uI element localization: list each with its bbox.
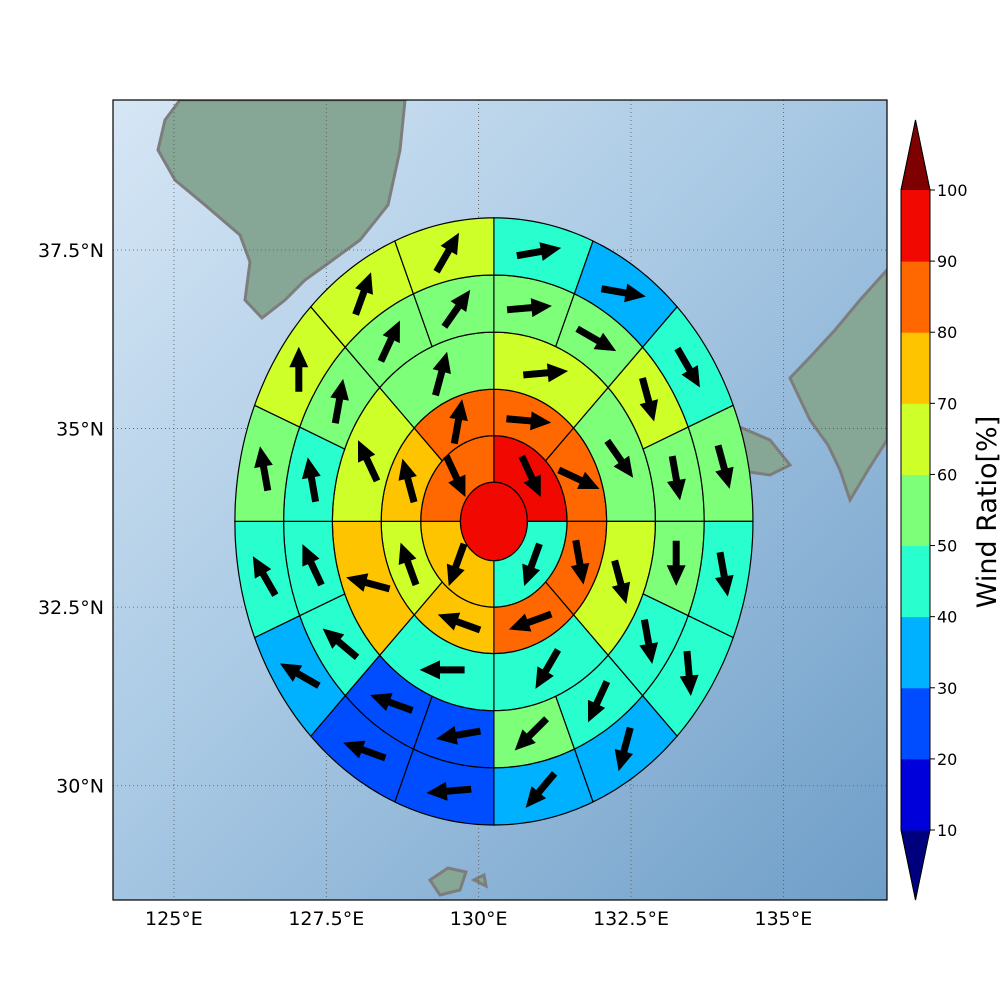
- wind-arrow-ring-4-9: [370, 693, 414, 714]
- wind-arrow-ring-4-2: [639, 377, 658, 422]
- latitude-axis: 30°N 32.5°N 35°N 37.5°N: [38, 240, 104, 798]
- wind-arrow-ring-5-9: [343, 740, 387, 762]
- wind-arrow-ring-5-3: [714, 444, 734, 489]
- wind-arrow-ring-5-1: [600, 283, 646, 303]
- colorbar-tick-label-2: 30: [937, 679, 957, 698]
- x-tick-label-4: 135°E: [755, 908, 813, 930]
- y-tick-label-0: 30°N: [56, 776, 104, 798]
- wind-arrow-ring-1-1: [522, 542, 543, 587]
- wind-arrow-ring-4-13: [330, 378, 349, 424]
- colorbar-tick-label-7: 80: [937, 323, 957, 342]
- colorbar: 10 20 30 40 50 60 70 80 90 100: [900, 119, 968, 901]
- wind-arrow-ring-1-0: [518, 454, 541, 498]
- colorbar-tick-label-8: 90: [937, 252, 957, 271]
- wind-arrow-ring-3-1: [604, 438, 634, 478]
- wind-arrow-ring-4-10: [322, 628, 360, 661]
- y-tick-label-3: 37.5°N: [38, 240, 104, 262]
- wind-arrow-ring-4-11: [302, 544, 325, 587]
- colorbar-band-1: [901, 687, 930, 760]
- wind-arrow-ring-1-3: [443, 454, 466, 498]
- wind-arrow-ring-3-4: [419, 660, 465, 680]
- wind-arrow-ring-2-6: [398, 458, 418, 504]
- wind-arrow-ring-5-11: [252, 556, 279, 597]
- colorbar-label: Wind Ratio[%]: [972, 416, 1000, 608]
- colorbar-band-6: [901, 332, 930, 404]
- korea-landmass: [156, 100, 407, 321]
- wind-arrow-ring-5-2: [674, 346, 700, 388]
- x-tick-label-0: 125°E: [145, 908, 203, 930]
- honshu-landmass: [788, 267, 887, 504]
- wind-arrow-ring-3-2: [611, 559, 631, 604]
- x-tick-label-1: 127.5°E: [288, 908, 364, 930]
- wind-arrow-ring-5-8: [426, 781, 472, 801]
- colorbar-tick-label-5: 60: [937, 465, 957, 484]
- wind-arrow-ring-3-6: [358, 440, 381, 483]
- colorbar-band-7: [901, 261, 930, 333]
- wind-ratio-sectors: [235, 218, 754, 826]
- wind-arrow-ring-5-15: [433, 232, 460, 274]
- wind-arrow-ring-5-5: [679, 650, 699, 697]
- wind-arrow-ring-5-14: [352, 272, 373, 316]
- colorbar-band-2: [901, 616, 930, 689]
- colorbar-band-8: [901, 190, 930, 262]
- colorbar-band-4: [901, 474, 930, 547]
- wind-arrow-ring-4-12: [301, 457, 321, 503]
- colorbar-band-3: [901, 545, 930, 618]
- wind-arrow-ring-3-0: [522, 363, 569, 383]
- wind-arrow-ring-4-0: [506, 298, 552, 318]
- colorbar-over-extension: [900, 119, 931, 191]
- wind-arrow-ring-4-3: [667, 455, 686, 501]
- wind-arrow-ring-4-5: [639, 619, 659, 665]
- wind-arrow-ring-5-4: [714, 551, 734, 597]
- colorbar-under-extension: [900, 829, 931, 901]
- wind-arrow-ring-3-5: [346, 573, 391, 593]
- wind-arrow-ring-2-1: [557, 466, 600, 490]
- colorbar-band-5: [901, 403, 930, 475]
- wind-arrow-ring-1-2: [446, 542, 468, 587]
- wind-arrow-ring-4-14: [377, 320, 400, 363]
- wind-arrow-ring-4-1: [575, 325, 617, 352]
- colorbar-tick-label-0: 10: [937, 821, 957, 840]
- wind-arrow-ring-2-3: [508, 610, 553, 632]
- x-tick-label-3: 132.5°E: [593, 908, 669, 930]
- map-frame: [112, 99, 888, 901]
- wind-arrow-ring-4-8: [436, 725, 482, 745]
- x-tick-label-2: 130°E: [450, 908, 508, 930]
- colorbar-tick-label-9: 100: [937, 181, 968, 200]
- y-tick-label-1: 32.5°N: [38, 597, 104, 619]
- longitude-axis: 125°E 127.5°E 130°E 132.5°E 135°E: [145, 908, 812, 930]
- wind-arrow-ring-4-7: [514, 716, 550, 751]
- map-area: [112, 99, 888, 901]
- wind-arrow-ring-4-4: [666, 540, 686, 586]
- wind-arrow-ring-5-0: [516, 242, 562, 261]
- wind-arrow-ring-2-5: [398, 542, 420, 587]
- colorbar-tick-label-4: 50: [937, 537, 957, 556]
- wind-arrow-ring-5-7: [525, 771, 558, 808]
- wind-arrow-ring-2-0: [506, 411, 552, 431]
- wind-arrow-ring-4-6: [588, 680, 611, 723]
- wind-arrow-ring-3-7: [432, 351, 451, 397]
- wind-arrow-ring-2-4: [437, 612, 482, 634]
- wind-arrow-ring-5-10: [279, 663, 321, 689]
- wind-arrow-ring-5-13: [289, 346, 309, 392]
- wind-arrow-ring-2-7: [449, 399, 468, 445]
- y-tick-label-2: 35°N: [56, 419, 104, 441]
- colorbar-tick-label-6: 70: [937, 394, 957, 413]
- wind-arrow-ring-5-12: [254, 446, 273, 492]
- southern-islands: [427, 866, 489, 897]
- wind-arrow-ring-5-6: [614, 726, 634, 772]
- colorbar-tick-label-1: 20: [937, 750, 957, 769]
- wind-direction-arrows: [252, 232, 734, 808]
- colorbar-band-0: [901, 758, 930, 831]
- colorbar-tick-label-3: 40: [937, 608, 957, 627]
- wind-arrow-ring-2-2: [570, 539, 590, 585]
- wind-arrow-ring-4-15: [441, 289, 471, 329]
- wind-arrow-ring-3-3: [535, 648, 562, 689]
